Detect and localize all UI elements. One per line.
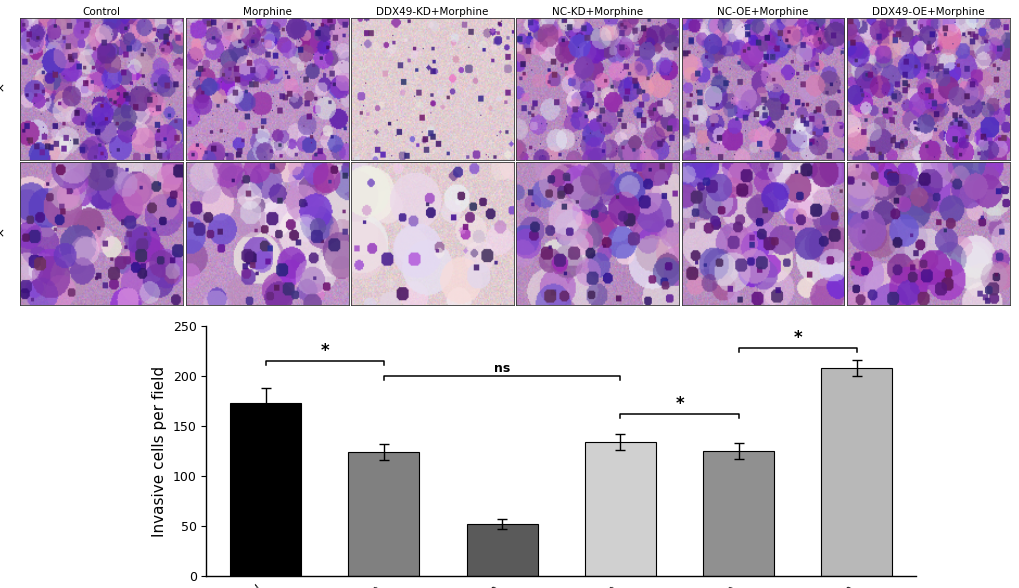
Text: *: * (320, 342, 329, 360)
Title: Morphine: Morphine (243, 7, 291, 17)
Bar (347, 452, 419, 576)
Title: Control: Control (83, 7, 120, 17)
Bar (702, 452, 773, 576)
Y-axis label: 400×: 400× (0, 227, 6, 240)
Text: ns: ns (493, 362, 510, 375)
Bar (584, 442, 655, 576)
Title: NC-OE+Morphine: NC-OE+Morphine (716, 7, 808, 17)
Text: *: * (675, 395, 683, 413)
Title: NC-KD+Morphine: NC-KD+Morphine (551, 7, 643, 17)
Title: DDX49-OE+Morphine: DDX49-OE+Morphine (871, 7, 983, 17)
Bar (230, 403, 301, 576)
Y-axis label: 100×: 100× (0, 82, 6, 95)
Y-axis label: Invasive cells per field: Invasive cells per field (152, 366, 167, 537)
Title: DDX49-KD+Morphine: DDX49-KD+Morphine (376, 7, 488, 17)
Text: *: * (793, 329, 801, 347)
Bar (820, 369, 892, 576)
Bar (466, 524, 537, 576)
